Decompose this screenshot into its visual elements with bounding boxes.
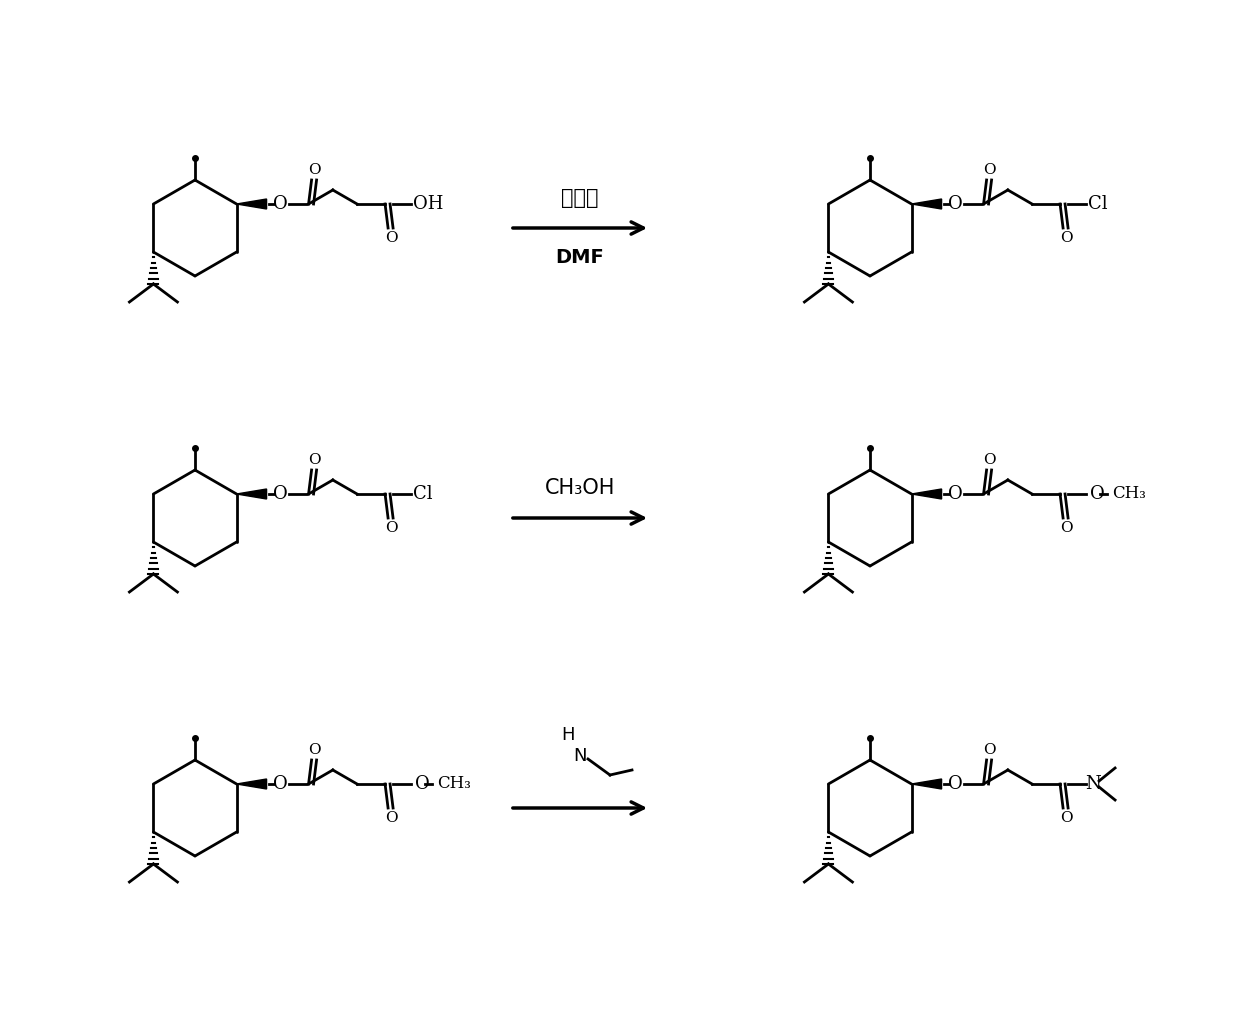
Text: O: O [949,775,963,793]
Text: O: O [384,811,397,825]
Text: CH₃OH: CH₃OH [544,478,615,498]
Text: O: O [983,743,996,757]
Text: O: O [415,775,430,793]
Text: N: N [573,747,587,765]
Text: O: O [949,485,963,503]
Text: O: O [1090,485,1105,503]
Text: O: O [273,485,288,503]
Polygon shape [237,489,267,499]
Text: CH₃: CH₃ [1112,485,1146,503]
Text: O: O [949,195,963,213]
Polygon shape [911,199,941,209]
Text: O: O [273,195,288,213]
Text: OH: OH [413,195,444,213]
Text: O: O [309,163,321,177]
Text: CH₃: CH₃ [436,775,471,793]
Text: O: O [273,775,288,793]
Text: O: O [983,163,996,177]
Text: O: O [309,453,321,467]
Text: O: O [309,743,321,757]
Text: Cl: Cl [1087,195,1107,213]
Text: DMF: DMF [556,248,604,267]
Text: O: O [1060,231,1073,245]
Text: O: O [384,521,397,535]
Text: O: O [1060,521,1073,535]
Text: N: N [1085,775,1101,793]
Text: H: H [562,726,575,744]
Polygon shape [911,489,941,499]
Text: O: O [983,453,996,467]
Text: O: O [384,231,397,245]
Polygon shape [237,779,267,790]
Polygon shape [911,779,941,790]
Polygon shape [237,199,267,209]
Text: O: O [1060,811,1073,825]
Text: 三光气: 三光气 [562,188,599,208]
Text: Cl: Cl [413,485,433,503]
